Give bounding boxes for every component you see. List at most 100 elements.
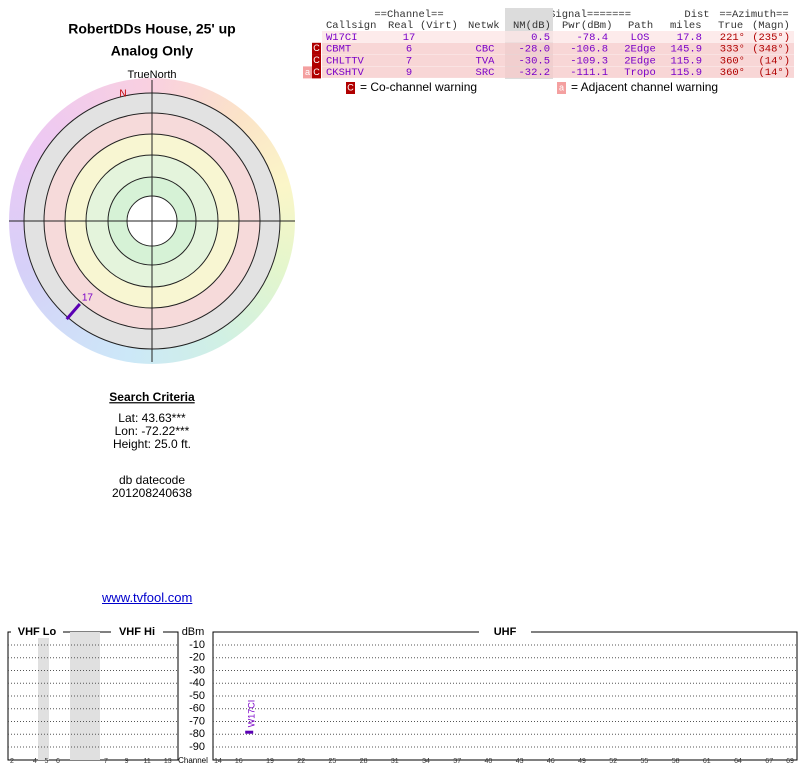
warning-icon-text: C — [313, 43, 320, 53]
cell-true: 221° — [720, 32, 745, 44]
cell-magn: (14°) — [758, 55, 790, 67]
column-header: (Virt) — [420, 20, 458, 32]
warning-icon — [312, 66, 321, 79]
cell-netwk: CBC — [476, 44, 495, 56]
cell-path: LOS — [631, 32, 650, 44]
channel-label: 40 — [485, 758, 493, 765]
channel-label: 19 — [266, 758, 274, 765]
cell-nm: -30.5 — [518, 55, 550, 67]
channel-label: 52 — [609, 758, 617, 765]
signal-bar — [245, 730, 254, 734]
row-bg — [322, 54, 794, 67]
channel-label: 67 — [765, 758, 773, 765]
column-header: (Magn) — [752, 20, 790, 32]
cell-true: 333° — [720, 44, 745, 56]
row-bg — [322, 31, 794, 43]
channel-label: 2 — [10, 758, 14, 765]
warning-icon-text: a — [305, 67, 310, 77]
cell-magn: (14°) — [758, 67, 790, 79]
datecode-label: db datecode — [119, 473, 185, 487]
cell-nm: -32.2 — [518, 67, 550, 79]
column-header: miles — [670, 20, 702, 32]
channel-label: 46 — [547, 758, 555, 765]
legend-icon-text: a — [559, 82, 564, 92]
y-tick-label: -30 — [189, 664, 205, 676]
vhf-strip — [38, 632, 49, 760]
column-header: True — [718, 20, 743, 32]
cell-miles: 115.9 — [670, 55, 702, 67]
channel-label: 6 — [56, 758, 60, 765]
cell-miles: 17.8 — [677, 32, 702, 44]
warning-icon — [312, 54, 321, 67]
band-label-bg — [479, 626, 531, 638]
channel-label: 58 — [672, 758, 680, 765]
channel-label: 37 — [453, 758, 461, 765]
channel-label: 14 — [214, 758, 222, 765]
column-header: NM(dB) — [513, 20, 551, 32]
channel-label: 22 — [297, 758, 305, 765]
cell-real: 17 — [403, 32, 416, 44]
cell-callsign: CHLTTV — [326, 55, 365, 67]
station-label: 17 — [82, 293, 94, 304]
channel-label: 55 — [641, 758, 649, 765]
lat: Lat: 43.63*** — [118, 411, 186, 425]
warning-icon — [303, 66, 312, 79]
column-header: Callsign — [326, 20, 376, 32]
band-label-bg — [11, 626, 63, 638]
channel-label: 25 — [329, 758, 337, 765]
station-line — [65, 303, 81, 321]
warning-icon-text: C — [313, 67, 320, 77]
group-header: Dist — [684, 9, 709, 21]
cell-pwr: -78.4 — [576, 32, 608, 44]
band-label-bg — [111, 626, 163, 638]
channel-label: 34 — [422, 758, 430, 765]
cell-magn: (348°) — [752, 44, 790, 56]
cell-pwr: -106.8 — [570, 44, 608, 56]
cell-netwk: SRC — [476, 67, 495, 79]
y-tick-label: -40 — [189, 677, 205, 689]
cell-real: 6 — [406, 44, 412, 56]
lon: Lon: -72.22*** — [115, 424, 190, 438]
warning-icon — [312, 42, 321, 55]
cell-netwk: TVA — [476, 55, 496, 67]
legend-text: = Adjacent channel warning — [571, 80, 718, 94]
datecode: 201208240638 — [112, 486, 192, 500]
band-label: VHF Lo — [18, 626, 57, 638]
cell-path: 2Edge — [624, 44, 656, 56]
row-bg — [322, 42, 794, 55]
channel-label: 49 — [578, 758, 586, 765]
channel-label: 5 — [45, 758, 49, 765]
warning-icon-text: C — [313, 55, 320, 65]
title: RobertDDs House, 25' up — [68, 21, 235, 37]
legend-icon-text: C — [347, 82, 354, 92]
channel-label: 28 — [360, 758, 368, 765]
channel-label: 16 — [235, 758, 243, 765]
cell-real: 9 — [406, 67, 412, 79]
search-title: Search Criteria — [109, 390, 195, 404]
cell-nm: -28.0 — [518, 44, 550, 56]
channel-axis-label: Channel — [178, 756, 208, 765]
north-marker: N — [119, 89, 126, 100]
channel-label: 31 — [391, 758, 399, 765]
y-tick-label: -50 — [189, 690, 205, 702]
tvfool-link[interactable]: www.tvfool.com — [102, 590, 193, 605]
polar-rings — [9, 80, 295, 362]
group-header: ==Azimuth== — [719, 9, 788, 21]
cell-magn: (235°) — [752, 32, 790, 44]
column-header: Path — [628, 20, 653, 32]
cell-true: 360° — [720, 67, 745, 79]
channel-label: 11 — [144, 758, 151, 765]
cell-path: 2Edge — [624, 55, 656, 67]
unit-label: dBm — [182, 626, 205, 638]
row-bg — [322, 66, 794, 78]
legend-text: = Co-channel warning — [360, 80, 477, 94]
y-tick-label: -80 — [189, 728, 205, 740]
y-tick-label: -90 — [189, 741, 205, 753]
group-header: ==Channel== — [374, 9, 443, 21]
band-label: UHF — [494, 626, 517, 638]
channel-label: 4 — [33, 758, 37, 765]
band-label: VHF Hi — [119, 626, 155, 638]
channel-label: 7 — [104, 758, 108, 765]
